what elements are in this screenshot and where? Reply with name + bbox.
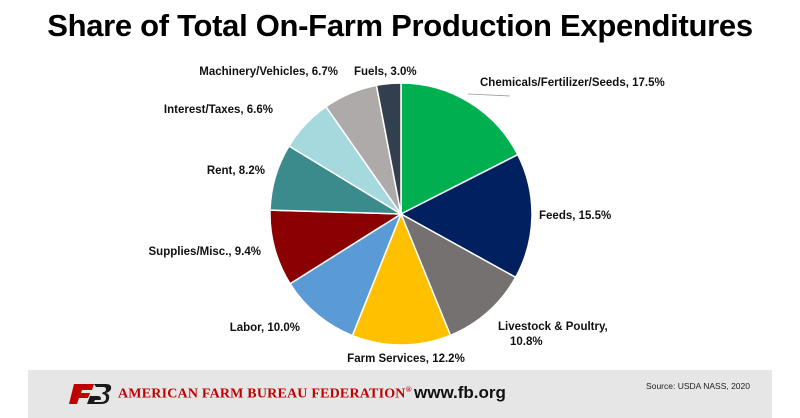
pie-slice-farm-services [351,211,452,346]
leader-line [467,93,511,97]
pie-slice-labor [289,212,403,337]
org-name: AMERICAN FARM BUREAU FEDERATION® [118,385,412,403]
slice-label: Interest/Taxes, 6.6% [164,104,273,116]
pie-slice-feeds [399,153,533,279]
source-note: Source: USDA NASS, 2020 [646,381,750,391]
slice-label: Rent, 8.2% [207,165,265,177]
org-name-text: AMERICAN FARM BUREAU FEDERATION [118,386,406,402]
chart-title: Share of Total On-Farm Production Expend… [47,8,753,43]
slice-label: Farm Services, 12.2% [347,353,465,365]
website-url[interactable]: www.fb.org [414,383,506,402]
slice-label: Machinery/Vehicles, 6.7% [199,66,338,78]
pie-slice-chemicals-fertilizer-seeds [400,82,519,216]
pie-slice-livestock-poultry [399,212,517,337]
pie-slice-fuels [375,82,402,215]
registered-mark: ® [405,385,412,394]
fb-logo-icon: FB [69,384,112,404]
slice-label: Feeds, 15.5% [539,210,611,222]
slice-label: Livestock & Poultry, 10.8% [498,321,608,348]
pie-slice-supplies-misc [269,209,404,285]
slice-label: Fuels, 3.0% [354,66,417,78]
footer-bar: FB AMERICAN FARM BUREAU FEDERATION® www.… [28,370,772,418]
slice-label: Supplies/Misc., 9.4% [149,246,261,258]
slice-label: Labor, 10.0% [230,322,300,334]
pie-chart: Chemicals/Fertilizer/Seeds, 17.5% Feeds, … [149,66,665,365]
slice-label: Chemicals/Fertilizer/Seeds, 17.5% [480,77,665,89]
